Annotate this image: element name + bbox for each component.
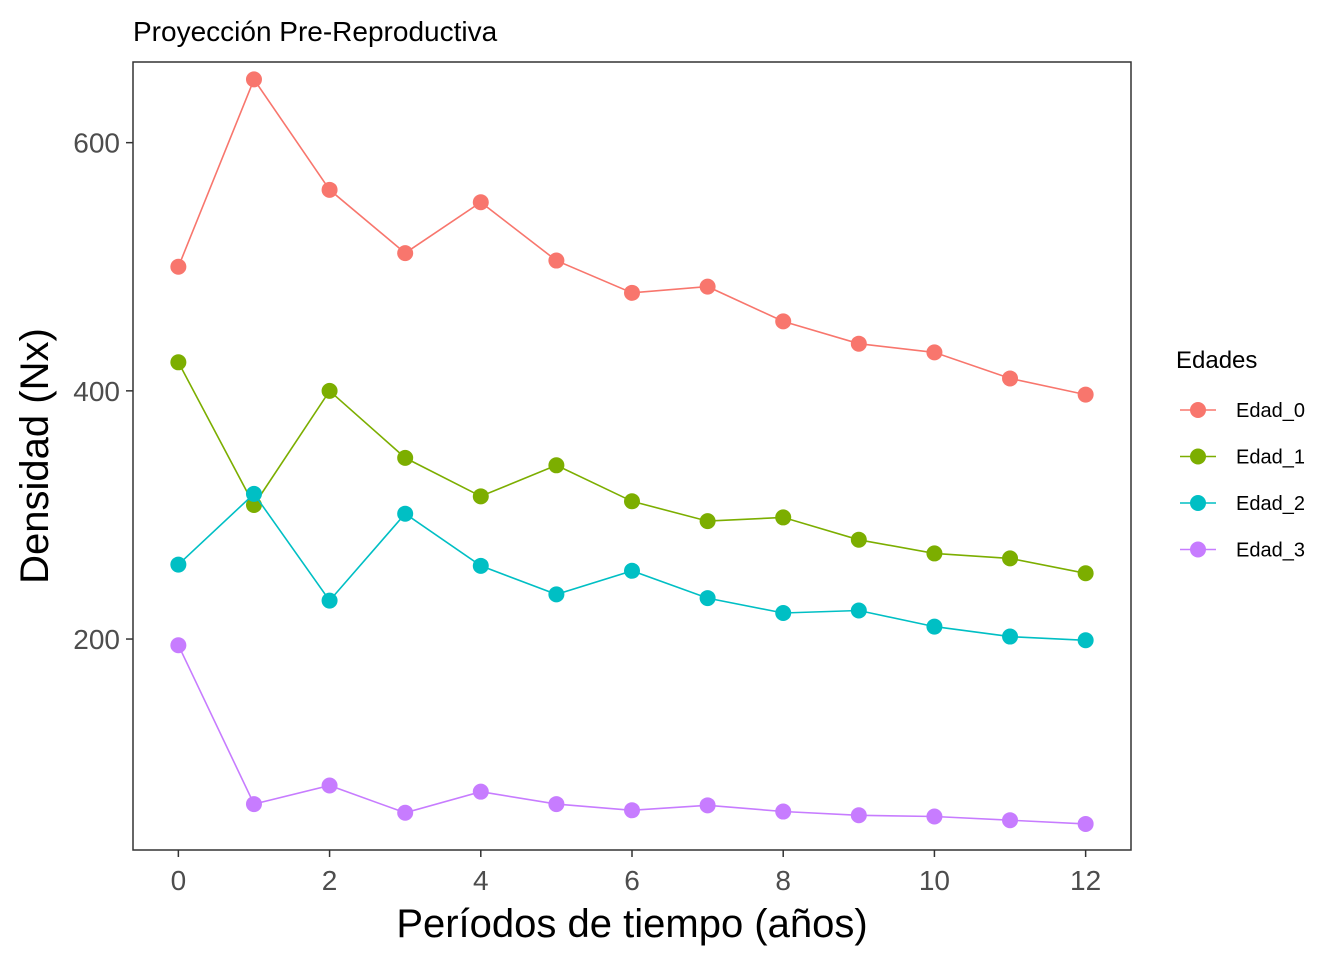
series-edad-0 — [170, 71, 1094, 403]
data-point-edad-0 — [1077, 386, 1094, 403]
data-point-edad-0 — [775, 313, 792, 330]
data-point-edad-3 — [699, 797, 716, 814]
y-axis-title: Densidad (Nx) — [13, 328, 57, 584]
x-tick-label: 6 — [624, 865, 640, 896]
data-point-edad-0 — [926, 344, 943, 361]
data-point-edad-2 — [699, 590, 716, 607]
data-point-edad-0 — [170, 258, 187, 275]
y-tick-label: 600 — [73, 128, 120, 159]
chart-title: Proyección Pre-Reproductiva — [133, 16, 498, 47]
data-point-edad-1 — [699, 513, 716, 530]
data-point-edad-3 — [1077, 815, 1094, 832]
data-point-edad-3 — [321, 777, 338, 794]
data-point-edad-2 — [397, 505, 414, 522]
series-line-edad-3 — [177, 644, 1086, 825]
data-point-edad-2 — [926, 618, 943, 635]
data-point-edad-3 — [850, 807, 867, 824]
data-point-edad-1 — [170, 354, 187, 371]
data-point-edad-3 — [548, 796, 565, 813]
data-point-edad-0 — [699, 278, 716, 295]
data-point-edad-1 — [321, 382, 338, 399]
data-point-edad-2 — [170, 556, 187, 573]
data-point-edad-3 — [1002, 812, 1019, 829]
data-point-edad-3 — [624, 802, 640, 819]
x-tick-label: 8 — [775, 865, 791, 896]
y-axis: 200 400 600 — [73, 128, 133, 655]
data-point-edad-2 — [850, 602, 867, 619]
data-point-edad-1 — [1002, 550, 1019, 567]
data-point-edad-2 — [624, 562, 640, 579]
data-point-edad-0 — [1002, 370, 1019, 387]
data-point-edad-1 — [397, 449, 414, 466]
data-point-edad-2 — [775, 604, 792, 621]
series-line-edad-1 — [177, 361, 1086, 575]
y-tick-label: 200 — [73, 624, 120, 655]
legend-label: Edad_1 — [1236, 447, 1305, 469]
data-point-edad-2 — [321, 592, 338, 609]
data-point-edad-3 — [397, 804, 414, 821]
series-line-edad-0 — [177, 77, 1086, 396]
data-point-edad-2 — [548, 586, 565, 603]
legend-key-point — [1190, 495, 1206, 511]
data-point-edad-0 — [624, 284, 640, 301]
data-point-edad-3 — [926, 808, 943, 825]
data-point-edad-2 — [245, 485, 262, 502]
legend-item-edad-1: Edad_1 — [1180, 447, 1305, 469]
data-point-edad-1 — [245, 497, 262, 514]
data-point-edad-3 — [170, 637, 187, 654]
data-point-edad-1 — [472, 488, 489, 505]
series-edad-3 — [170, 637, 1094, 832]
data-point-edad-0 — [397, 245, 414, 262]
legend-key-point — [1190, 448, 1206, 465]
x-axis: 0 2 4 6 8 10 12 — [171, 850, 1101, 896]
x-axis-title: Períodos de tiempo (años) — [396, 902, 867, 946]
data-point-edad-0 — [245, 71, 262, 88]
data-point-edad-2 — [1002, 628, 1019, 645]
legend-title: Edades — [1176, 347, 1257, 374]
legend-item-edad-3: Edad_3 — [1180, 540, 1305, 562]
data-point-edad-3 — [245, 796, 262, 813]
data-point-edad-2 — [1077, 632, 1094, 649]
x-tick-label: 10 — [919, 865, 950, 896]
plot-panel-border — [132, 61, 1132, 851]
data-point-edad-1 — [850, 531, 867, 548]
y-tick-label: 400 — [73, 376, 120, 407]
data-point-edad-3 — [775, 803, 792, 820]
data-point-edad-1 — [1077, 565, 1094, 582]
data-point-edad-1 — [775, 509, 792, 526]
x-tick-label: 4 — [473, 865, 489, 896]
data-point-edad-1 — [926, 545, 943, 562]
legend-item-edad-0: Edad_0 — [1180, 400, 1305, 422]
legend-item-edad-2: Edad_2 — [1180, 493, 1305, 515]
legend-label: Edad_3 — [1236, 540, 1305, 562]
x-tick-label: 12 — [1070, 865, 1101, 896]
legend-key-point — [1190, 541, 1206, 558]
series-edad-2 — [170, 485, 1094, 649]
data-point-edad-0 — [321, 181, 338, 198]
data-point-edad-0 — [850, 335, 867, 352]
data-point-edad-3 — [472, 783, 489, 800]
series-layer — [170, 71, 1094, 832]
legend-label: Edad_2 — [1236, 493, 1305, 515]
legend: Edades Edad_0 Edad_1 Edad_2 Edad_3 — [1176, 347, 1305, 562]
x-tick-label: 0 — [171, 865, 187, 896]
data-point-edad-2 — [472, 557, 489, 574]
series-edad-1 — [170, 354, 1094, 582]
legend-key-point — [1190, 402, 1206, 418]
data-point-edad-0 — [548, 252, 565, 269]
data-point-edad-1 — [624, 493, 640, 510]
data-point-edad-0 — [472, 194, 489, 211]
x-tick-label: 2 — [322, 865, 338, 896]
data-point-edad-1 — [548, 457, 565, 474]
legend-label: Edad_0 — [1236, 400, 1305, 422]
